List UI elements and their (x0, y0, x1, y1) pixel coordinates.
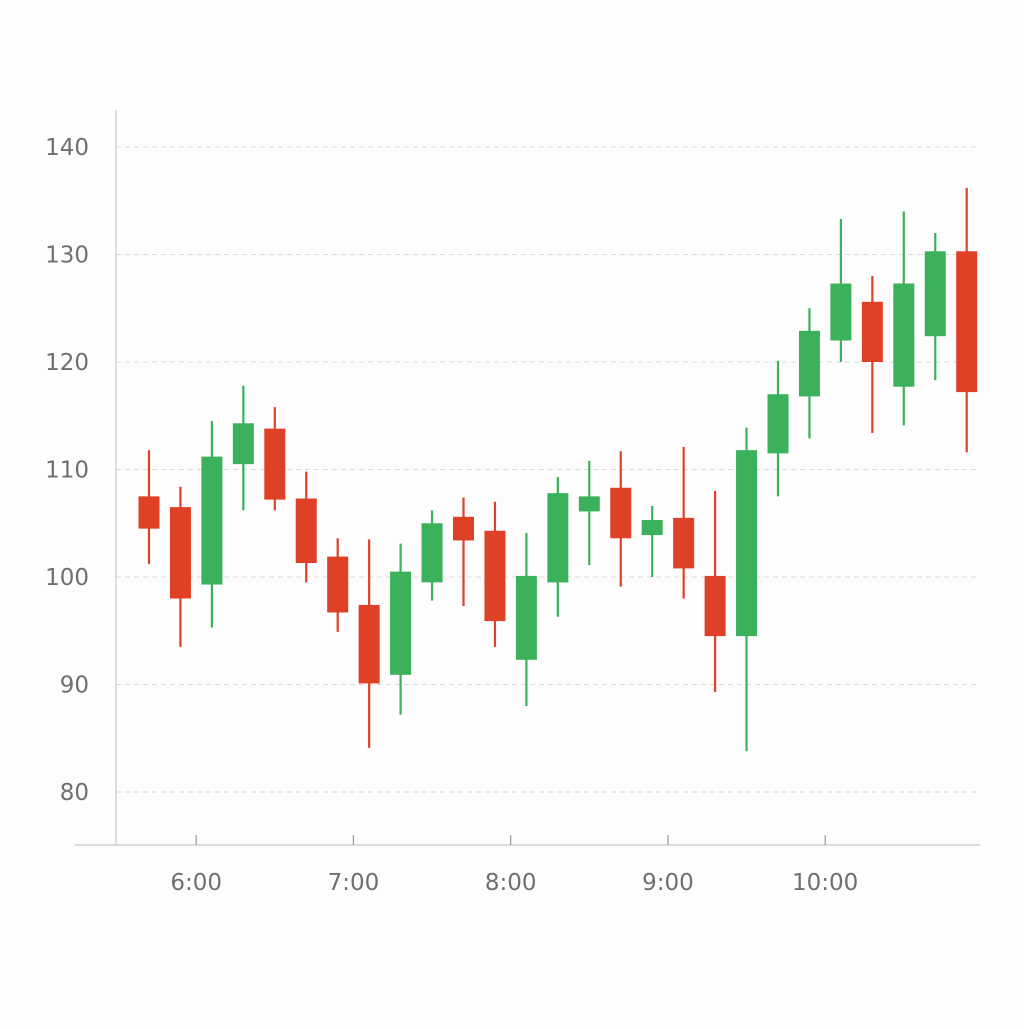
candle-body (201, 456, 223, 585)
candle-body (169, 507, 191, 599)
candle-up (421, 510, 443, 601)
candle-down (358, 539, 380, 748)
y-tick-label: 80 (60, 780, 89, 806)
candle-up (893, 211, 915, 426)
candle-up (924, 233, 946, 381)
x-tick-label: 6:00 (170, 870, 222, 896)
x-tick-label: 9:00 (642, 870, 694, 896)
candle-body (956, 251, 978, 393)
candle-up (515, 532, 537, 706)
candle-body (264, 428, 286, 500)
candle-body (610, 487, 632, 539)
x-tick-label: 10:00 (792, 870, 858, 896)
candles (138, 187, 978, 752)
candle-body (673, 517, 695, 569)
candle-body (484, 530, 506, 622)
candle-up (641, 506, 663, 577)
candle-down (264, 407, 286, 511)
candle-body (861, 301, 883, 362)
candle-body (578, 496, 600, 512)
axes (75, 110, 980, 846)
y-tick-label: 100 (45, 565, 89, 591)
candle-down (138, 450, 160, 565)
gridlines (116, 146, 980, 793)
candle-body (390, 571, 412, 675)
candle-up (201, 421, 223, 628)
candle-body (421, 523, 443, 583)
candle-body (924, 251, 946, 337)
y-tick-label: 120 (45, 350, 89, 376)
y-tick-label: 110 (45, 458, 89, 484)
candle-down (295, 471, 317, 583)
candle-body (515, 575, 537, 660)
y-axis-tick-labels: 80 90 100 110 120 130 140 (45, 135, 89, 806)
candle-up (578, 460, 600, 566)
candle-up (390, 543, 412, 715)
candle-down (484, 501, 506, 647)
candle-up (736, 427, 758, 752)
candle-body (138, 496, 160, 529)
candle-down (327, 538, 349, 632)
candle-down (610, 451, 632, 587)
x-axis-tick-labels: 6:00 7:00 8:00 9:00 10:00 (170, 870, 858, 896)
candle-body (830, 283, 852, 341)
candle-body (327, 556, 349, 613)
candle-down (169, 486, 191, 647)
candle-body (767, 394, 789, 454)
candle-body (232, 423, 254, 465)
candle-body (798, 330, 820, 397)
candle-body (453, 516, 474, 541)
candle-body (295, 498, 317, 564)
x-tick-label: 7:00 (328, 870, 380, 896)
candle-up (232, 385, 254, 511)
y-tick-label: 90 (60, 673, 89, 699)
candle-up (830, 219, 852, 362)
candle-body (547, 493, 569, 583)
y-tick-label: 140 (45, 135, 89, 161)
candle-down (861, 276, 883, 433)
candle-down (673, 446, 695, 599)
candle-body (893, 283, 915, 387)
candle-down (956, 187, 978, 453)
candle-body (641, 520, 663, 536)
candle-body (736, 450, 758, 637)
y-tick-label: 130 (45, 243, 89, 269)
candle-up (547, 477, 569, 617)
candle-up (798, 308, 820, 439)
candle-down (704, 491, 726, 693)
candle-body (704, 575, 726, 637)
candle-body (358, 604, 380, 684)
x-tick-label: 8:00 (485, 870, 537, 896)
candle-down (453, 497, 474, 607)
candle-up (767, 360, 789, 497)
